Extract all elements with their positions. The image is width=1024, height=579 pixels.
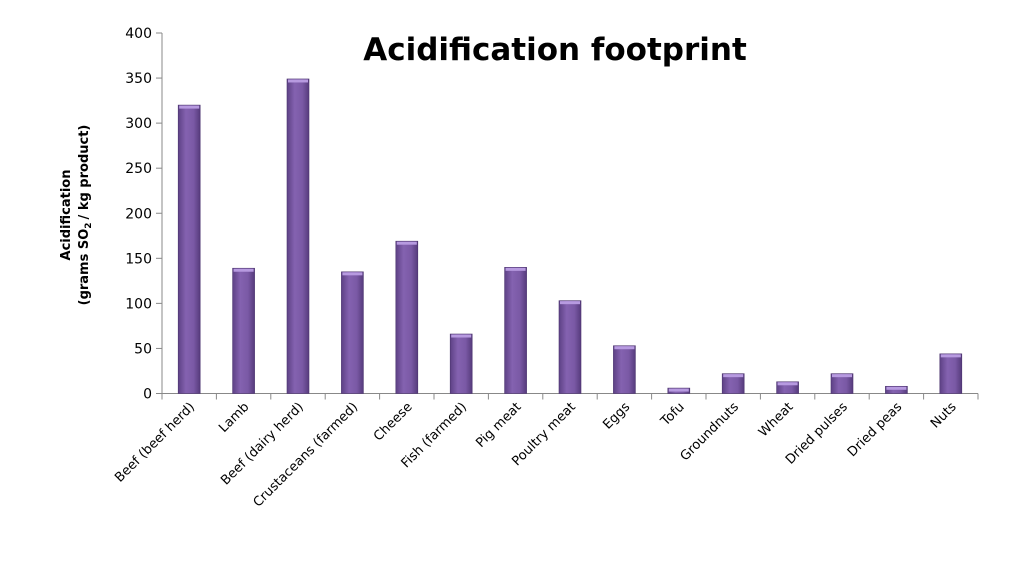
y-axis-label-line2: (grams SO2/ kg product) (77, 125, 94, 306)
bar (232, 267, 255, 394)
bar (449, 333, 473, 394)
bar-highlight (396, 241, 417, 245)
bar-highlight (832, 374, 852, 378)
bar-highlight (940, 354, 961, 358)
x-tick-label: Groundnuts (678, 400, 743, 465)
y-axis-label: Acidification (grams SO2/ kg product) (59, 125, 94, 306)
x-tick-label: Nuts (928, 400, 960, 432)
bar (395, 240, 419, 394)
bar-highlight (777, 382, 798, 386)
bar-highlight (233, 268, 254, 272)
bar-highlight (288, 79, 308, 83)
bar-highlight (723, 374, 744, 378)
bar (286, 78, 310, 394)
bar-highlight (179, 105, 200, 109)
x-tick-label: Tofu (658, 400, 688, 430)
x-tick-label: Crustaceans (farmed) (251, 400, 362, 511)
bar-highlight (560, 301, 580, 305)
bar-highlight (342, 272, 363, 276)
bar-highlight (614, 346, 635, 350)
y-tick-label: 400 (125, 26, 152, 42)
bar (341, 271, 364, 394)
bar (721, 373, 745, 394)
bar (558, 300, 582, 394)
y-tick-label: 200 (125, 206, 152, 222)
bar (504, 267, 527, 394)
chart-title: Acidification footprint (363, 32, 747, 68)
y-tick-label: 100 (125, 296, 152, 312)
bar-highlight (886, 386, 907, 390)
y-tick-label: 50 (134, 341, 152, 357)
x-tick-label: Lamb (216, 400, 252, 436)
x-tick-label: Wheat (756, 400, 796, 440)
bar (830, 373, 854, 394)
y-tick-label: 0 (143, 387, 152, 403)
y-tick-label: 350 (125, 71, 152, 87)
x-tick-label: Pig meat (473, 400, 524, 451)
x-tick-label: Eggs (600, 400, 633, 433)
bar-highlight (451, 334, 472, 338)
bar (613, 345, 636, 394)
y-tick-label: 250 (125, 161, 152, 177)
bar (885, 385, 908, 394)
y-tick-label: 150 (125, 251, 152, 267)
bar (939, 353, 963, 394)
y-tick-label: 300 (125, 116, 152, 132)
bar-highlight (668, 388, 689, 392)
bar (776, 381, 799, 394)
x-tick-label: Cheese (371, 400, 416, 445)
y-axis-label-line1: Acidification (59, 170, 74, 261)
x-tick-label: Dried peas (845, 400, 906, 461)
x-tick-label: Beef (beef herd) (112, 400, 198, 486)
bar-highlight (505, 267, 526, 271)
bar (177, 104, 201, 394)
